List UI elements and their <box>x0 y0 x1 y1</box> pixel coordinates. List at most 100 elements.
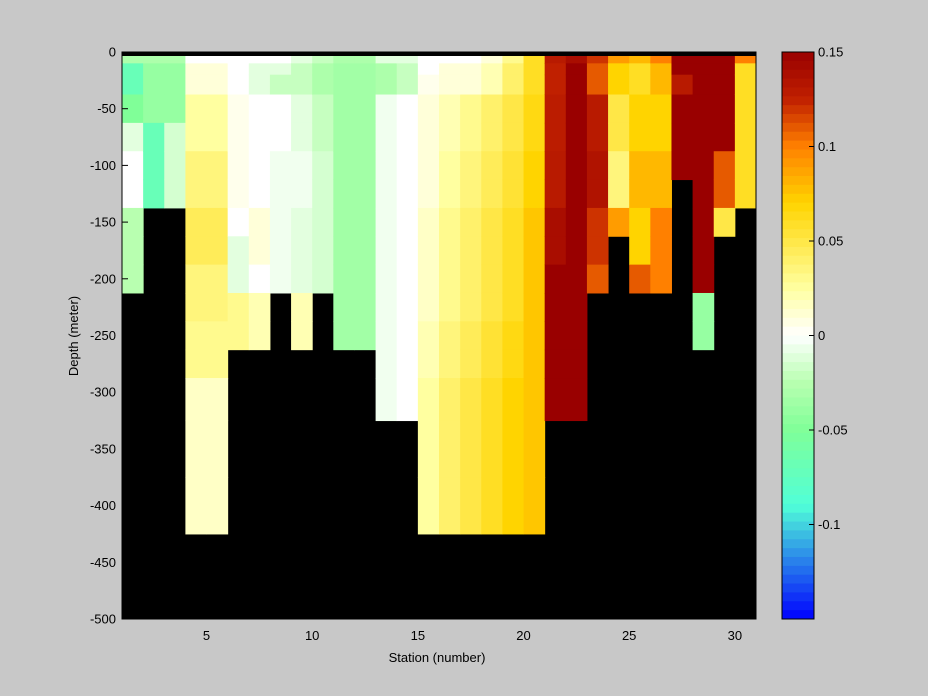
heatmap-cell <box>291 264 313 294</box>
heatmap-cell <box>206 321 229 351</box>
heatmap-cell <box>269 264 292 294</box>
heatmap-cell <box>650 207 672 237</box>
heatmap-cell <box>417 52 440 64</box>
heatmap-cell <box>502 63 525 76</box>
heatmap-cell <box>629 236 651 266</box>
colorbar-segment <box>782 521 814 531</box>
heatmap-cell <box>291 207 313 237</box>
heatmap-cell <box>586 122 609 152</box>
heatmap-cell <box>523 236 546 266</box>
colorbar-segment <box>782 176 814 186</box>
colorbar-segment <box>782 379 814 390</box>
colorbar-segment <box>782 503 814 514</box>
heatmap-cell <box>481 63 503 76</box>
heatmap-cell <box>122 94 144 124</box>
heatmap-cell <box>354 207 377 237</box>
heatmap-cell <box>565 52 588 64</box>
heatmap-cell <box>544 349 567 379</box>
heatmap-cell <box>375 74 398 96</box>
heatmap-cells <box>122 52 757 535</box>
colorbar-segment <box>782 122 814 133</box>
heatmap-cell <box>417 264 440 294</box>
heatmap-cell <box>523 52 546 64</box>
heatmap-cell <box>586 264 609 294</box>
heatmap-cell <box>481 52 503 64</box>
heatmap-cell <box>523 477 546 535</box>
heatmap-cell <box>396 151 419 181</box>
heatmap-cell <box>565 63 588 76</box>
heatmap-cell <box>608 151 630 181</box>
colorbar-segment <box>782 96 814 106</box>
heatmap-cell <box>713 63 736 76</box>
heatmap-cell <box>291 236 313 266</box>
heatmap-cell <box>523 264 546 294</box>
colorbar-tick-label: -0.1 <box>818 517 840 532</box>
heatmap-cell <box>586 207 609 237</box>
heatmap-cell <box>396 122 419 152</box>
heatmap-cell <box>375 179 398 209</box>
x-axis-label: Station (number) <box>389 650 486 665</box>
heatmap-cell <box>565 179 588 209</box>
colorbar-segment <box>782 486 814 496</box>
heatmap-cell <box>586 236 609 266</box>
heatmap-cell <box>650 151 672 181</box>
heatmap-cell <box>502 179 525 209</box>
heatmap-cell <box>291 74 313 96</box>
heatmap-cell <box>734 94 757 124</box>
heatmap-cell <box>333 236 355 266</box>
heatmap-cell <box>354 52 377 64</box>
colorbar-segment <box>782 246 814 257</box>
heatmap-cell <box>439 264 461 294</box>
heatmap-cell <box>206 52 229 64</box>
colorbar-segment <box>782 344 814 354</box>
colorbar-segment <box>782 512 814 523</box>
heatmap-cell <box>185 349 208 379</box>
heatmap-cell <box>354 292 377 322</box>
colorbar-tick-label: 0.05 <box>818 234 843 249</box>
colorbar-segment <box>782 140 814 150</box>
heatmap-cell <box>354 94 377 124</box>
heatmap-cell <box>692 63 715 76</box>
heatmap-cell <box>396 292 419 322</box>
heatmap-cell <box>248 292 271 322</box>
heatmap-cell <box>375 122 398 152</box>
heatmap-cell <box>608 94 630 124</box>
heatmap-cell <box>248 264 271 294</box>
heatmap-cell <box>523 151 546 181</box>
colorbar-segment <box>782 610 814 620</box>
heatmap-cell <box>291 52 313 64</box>
heatmap-cell <box>248 207 271 237</box>
colorbar-segment <box>782 556 814 567</box>
heatmap-cell <box>269 94 292 124</box>
heatmap-cell <box>312 151 334 181</box>
heatmap-cell <box>312 207 334 237</box>
heatmap-cell <box>164 151 186 181</box>
heatmap-cell <box>312 74 334 96</box>
heatmap-cell <box>291 292 313 322</box>
heatmap-cell <box>523 94 546 124</box>
heatmap-cell <box>354 321 377 351</box>
heatmap-cell <box>164 63 186 76</box>
heatmap-cell <box>227 74 250 96</box>
heatmap-cell <box>713 94 736 124</box>
heatmap-cell <box>248 179 271 209</box>
colorbar-segment <box>782 105 814 115</box>
heatmap-cell <box>143 151 165 181</box>
heatmap-cell <box>650 74 672 96</box>
heatmap-cell <box>417 321 440 351</box>
heatmap-cell <box>713 207 736 237</box>
heatmap-cell <box>439 179 461 209</box>
heatmap-cell <box>333 179 355 209</box>
heatmap-cell <box>375 63 398 76</box>
heatmap-cell <box>375 151 398 181</box>
y-axis-ticks: 0 -50 -100 -150 -200 -250 -300 -350 -400 -450 -500 <box>90 45 128 627</box>
heatmap-cell <box>417 292 440 322</box>
heatmap-cell <box>734 74 757 96</box>
heatmap-cell <box>164 52 186 64</box>
heatmap-cell <box>671 122 694 152</box>
heatmap-cell <box>227 52 250 64</box>
heatmap-cell <box>502 236 525 266</box>
heatmap-cell <box>143 74 165 96</box>
x-axis-ticks: 5 10 15 20 25 30 <box>203 613 742 643</box>
heatmap-cell <box>248 122 271 152</box>
